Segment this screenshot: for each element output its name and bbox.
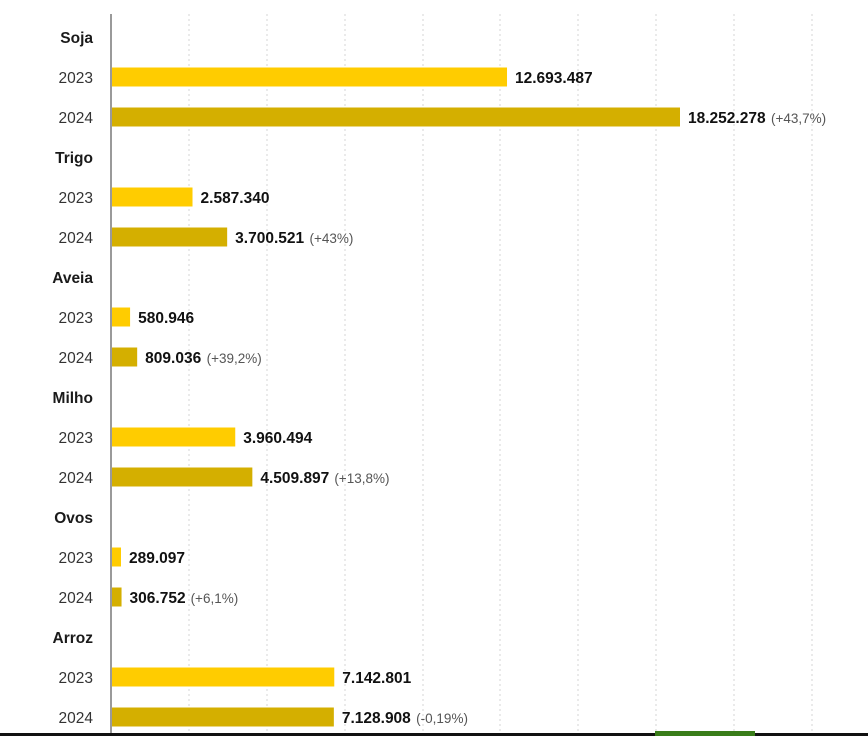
data-label: 3.960.494 (243, 430, 312, 447)
bar-soja-2024 (112, 107, 680, 127)
year-label: 2023 (59, 310, 93, 327)
change-label: (-0,19%) (416, 711, 468, 726)
data-label: 289.097 (129, 550, 185, 567)
year-label: 2023 (59, 430, 93, 447)
bar-arroz-2024 (112, 707, 334, 727)
year-label: 2023 (59, 70, 93, 87)
year-label: 2024 (59, 470, 94, 487)
year-label: 2024 (59, 350, 94, 367)
bar-milho-2023 (112, 427, 236, 447)
bar-aveia-2023 (112, 307, 131, 327)
change-label: (+43%) (309, 231, 353, 246)
data-label: 18.252.278 (688, 110, 766, 127)
bar-trigo-2024 (112, 227, 228, 247)
bar-arroz-2023 (112, 667, 335, 687)
category-label-milho: Milho (53, 390, 93, 407)
data-label: 809.036 (145, 350, 201, 367)
category-label-aveia: Aveia (52, 270, 93, 287)
category-label-trigo: Trigo (55, 150, 93, 167)
category-label-soja: Soja (60, 30, 93, 47)
change-label: (+6,1%) (191, 591, 239, 606)
data-label: 2.587.340 (201, 190, 270, 207)
data-label: 7.142.801 (342, 670, 411, 687)
year-label: 2023 (59, 550, 93, 567)
bottom-border (0, 733, 868, 736)
data-label: 580.946 (138, 310, 194, 327)
category-label-ovos: Ovos (54, 510, 93, 527)
bar-soja-2023 (112, 67, 508, 87)
data-label: 4.509.897 (260, 470, 329, 487)
bottom-accent (655, 731, 755, 736)
year-label: 2024 (59, 590, 94, 607)
data-label: 12.693.487 (515, 70, 593, 87)
category-label-arroz: Arroz (53, 630, 94, 647)
change-label: (+39,2%) (207, 351, 262, 366)
data-label: 7.128.908 (342, 710, 411, 727)
bar-aveia-2024 (112, 347, 138, 367)
year-label: 2024 (59, 710, 94, 727)
year-label: 2023 (59, 190, 93, 207)
year-label: 2023 (59, 670, 93, 687)
year-label: 2024 (59, 230, 94, 247)
bar-trigo-2023 (112, 187, 193, 207)
data-label: 3.700.521 (235, 230, 304, 247)
bar-ovos-2024 (112, 587, 122, 607)
change-label: (+43,7%) (771, 111, 826, 126)
change-label: (+13,8%) (334, 471, 389, 486)
data-label: 306.752 (130, 590, 186, 607)
year-label: 2024 (59, 110, 94, 127)
bar-milho-2024 (112, 467, 253, 487)
bar-ovos-2023 (112, 547, 121, 567)
